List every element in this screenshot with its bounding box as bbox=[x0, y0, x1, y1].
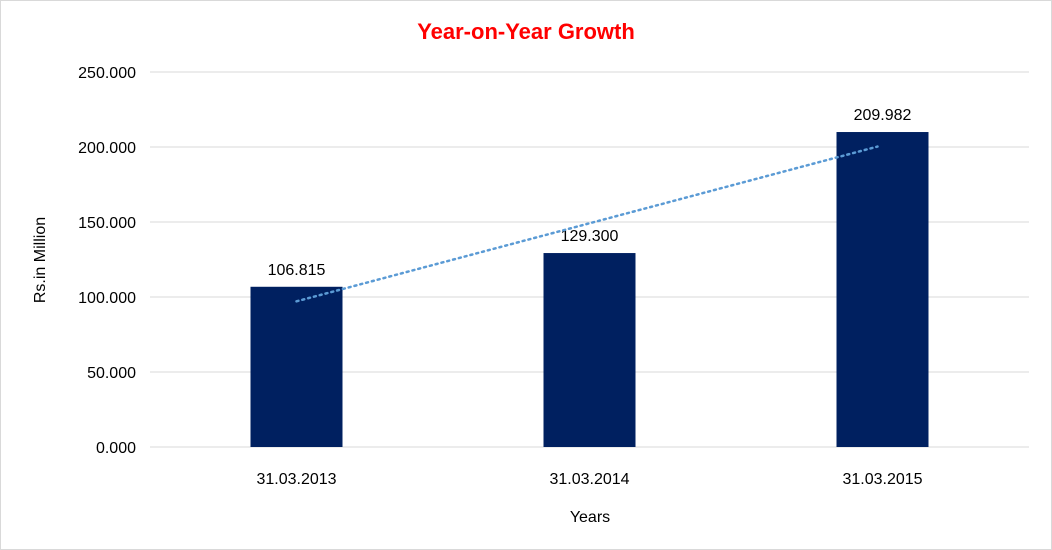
x-tick-label: 31.03.2014 bbox=[549, 471, 629, 488]
chart-title: Year-on-Year Growth bbox=[417, 19, 635, 44]
bar-31.03.2014 bbox=[543, 253, 636, 447]
y-tick-label: 100.000 bbox=[78, 290, 136, 307]
x-tick-label: 31.03.2013 bbox=[256, 471, 336, 488]
data-label: 106.815 bbox=[268, 262, 326, 279]
y-axis-label: Rs.in Million bbox=[32, 217, 49, 303]
x-tick-label: 31.03.2015 bbox=[842, 471, 922, 488]
y-tick-label: 50.000 bbox=[87, 365, 136, 382]
bar-31.03.2013 bbox=[250, 286, 343, 447]
bar-31.03.2015 bbox=[836, 132, 929, 448]
y-tick-label: 250.000 bbox=[78, 65, 136, 82]
y-tick-label: 200.000 bbox=[78, 140, 136, 157]
data-label: 129.300 bbox=[561, 228, 619, 245]
trendline bbox=[295, 145, 879, 303]
x-axis-label: Years bbox=[570, 509, 610, 526]
data-label: 209.982 bbox=[854, 107, 912, 124]
y-tick-label: 0.000 bbox=[96, 440, 136, 457]
y-tick-label: 150.000 bbox=[78, 215, 136, 232]
